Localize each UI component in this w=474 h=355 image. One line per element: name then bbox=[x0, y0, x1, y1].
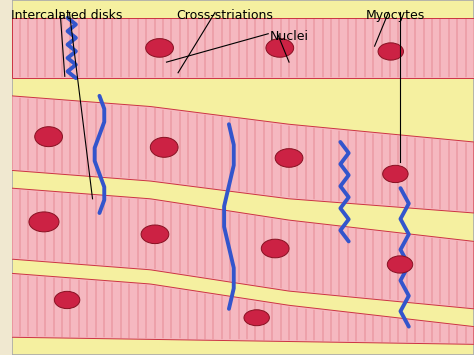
Polygon shape bbox=[11, 96, 474, 213]
Text: Myocytes: Myocytes bbox=[366, 9, 425, 22]
Polygon shape bbox=[11, 18, 474, 78]
Ellipse shape bbox=[35, 127, 63, 147]
Polygon shape bbox=[11, 188, 474, 309]
Ellipse shape bbox=[378, 43, 403, 60]
Text: Intercalated disks: Intercalated disks bbox=[11, 9, 123, 22]
Polygon shape bbox=[11, 273, 474, 344]
Ellipse shape bbox=[244, 310, 269, 326]
Ellipse shape bbox=[146, 39, 173, 57]
Ellipse shape bbox=[266, 39, 294, 57]
Text: Cross-striations: Cross-striations bbox=[176, 9, 273, 22]
Ellipse shape bbox=[261, 239, 289, 258]
Ellipse shape bbox=[383, 165, 408, 182]
Ellipse shape bbox=[150, 137, 178, 157]
Ellipse shape bbox=[275, 149, 303, 167]
Ellipse shape bbox=[387, 256, 413, 273]
Ellipse shape bbox=[55, 291, 80, 308]
Ellipse shape bbox=[141, 225, 169, 244]
Text: Nuclei: Nuclei bbox=[270, 30, 309, 43]
Ellipse shape bbox=[29, 212, 59, 232]
